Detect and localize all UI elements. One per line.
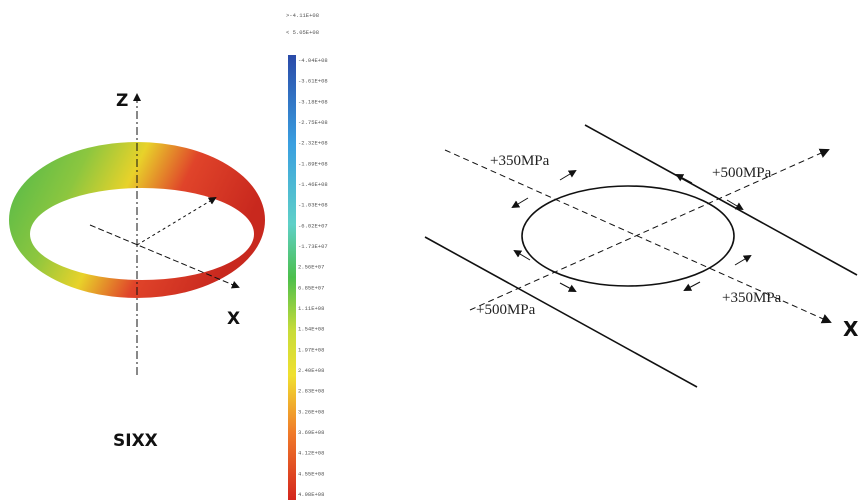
stress-label: +500MPa [712, 165, 772, 181]
ring-hole [30, 188, 254, 280]
stress-label: +350MPa [722, 290, 782, 306]
colorbar-label: -1.89E+08 [298, 160, 328, 167]
colorbar-label: 3.69E+08 [298, 429, 324, 436]
figure: Z X SIXX >-4.11E+08 < 5.05E+08 -4.04E+08… [0, 0, 865, 504]
colorbar-label: -2.75E+08 [298, 119, 328, 126]
colorbar-label: 4.98E+08 [298, 491, 324, 498]
plate-edge [425, 237, 697, 387]
colorbar-label: 6.85E+07 [298, 284, 324, 291]
ring-plot: Z X SIXX [9, 91, 265, 451]
x-label: X [843, 317, 859, 341]
z-label: Z [116, 91, 128, 111]
colorbar-label: -1.03E+08 [298, 202, 328, 209]
colorbar-label: -6.02E+07 [298, 222, 328, 229]
colorbar-label: -1.46E+08 [298, 181, 328, 188]
colorbar-label: -4.04E+08 [298, 57, 328, 64]
colorbar-label: -3.61E+08 [298, 78, 328, 85]
stress-arrow [513, 198, 528, 207]
colorbar-label: -1.73E+07 [298, 243, 328, 250]
stress-arrow [677, 175, 692, 183]
colorbar-label: 1.11E+08 [298, 305, 324, 312]
colorbar-label: 1.97E+08 [298, 346, 324, 353]
stress-arrow [560, 171, 575, 180]
stress-arrow [735, 256, 750, 265]
colorbar-label: -3.18E+08 [298, 98, 328, 105]
colorbar: >-4.11E+08 < 5.05E+08 -4.04E+08 -3.61E+08… [286, 12, 328, 500]
colorbar-gradient [288, 55, 296, 500]
colorbar-label: 2.56E+07 [298, 264, 324, 271]
stress-arrow [685, 282, 700, 290]
colorbar-max: >-4.11E+08 [286, 12, 319, 19]
colorbar-label: -2.32E+08 [298, 140, 328, 147]
x-label: X [227, 309, 240, 329]
colorbar-label: 4.12E+08 [298, 450, 324, 457]
colorbar-label: 2.83E+08 [298, 388, 324, 395]
hole [522, 186, 734, 286]
colorbar-label: 4.55E+08 [298, 470, 324, 477]
caption: SIXX [113, 431, 158, 451]
plate-edge [585, 125, 857, 275]
stress-label: +350MPa [490, 153, 550, 169]
stress-label: +500MPa [476, 302, 536, 318]
colorbar-label: 1.54E+08 [298, 326, 324, 333]
colorbar-label: 3.26E+08 [298, 408, 324, 415]
colorbar-label: 2.40E+08 [298, 367, 324, 374]
colorbar-min: < 5.05E+08 [286, 29, 319, 36]
stress-arrow [560, 283, 575, 291]
